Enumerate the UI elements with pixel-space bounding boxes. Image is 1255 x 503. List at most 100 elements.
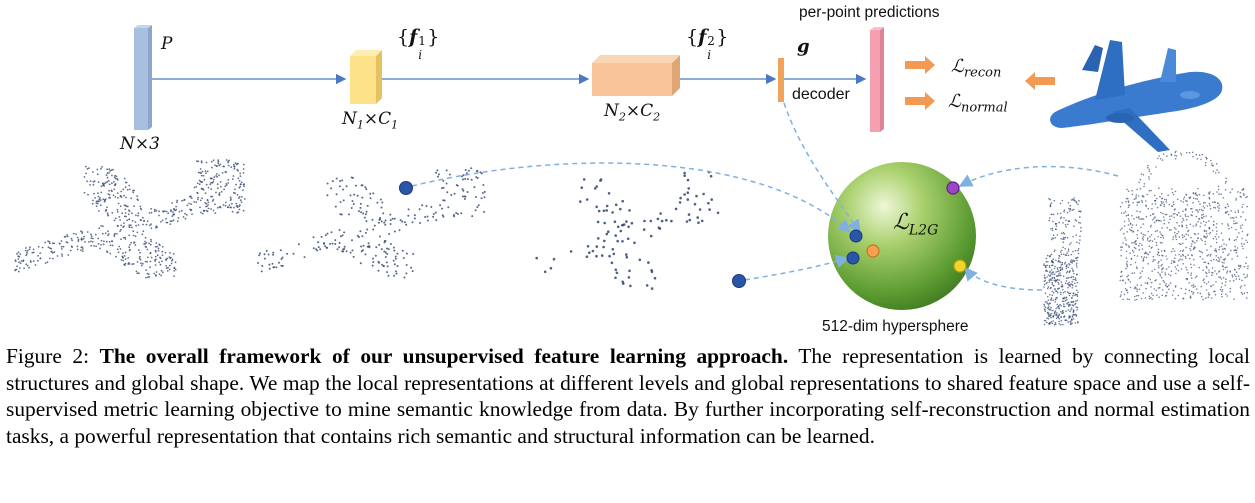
point bbox=[1062, 241, 1065, 243]
point bbox=[1188, 289, 1191, 292]
point bbox=[28, 266, 30, 269]
point bbox=[240, 183, 242, 186]
point bbox=[214, 203, 216, 206]
point bbox=[464, 169, 467, 171]
point bbox=[320, 235, 323, 238]
point bbox=[145, 223, 148, 226]
size1-C: C bbox=[378, 109, 392, 129]
point bbox=[239, 199, 242, 202]
point bbox=[1152, 259, 1155, 261]
point bbox=[243, 185, 246, 188]
point bbox=[135, 214, 137, 217]
point bbox=[643, 219, 646, 223]
point bbox=[1141, 195, 1144, 197]
point bbox=[1168, 266, 1170, 268]
point bbox=[1049, 270, 1051, 273]
point bbox=[145, 276, 147, 279]
point bbox=[25, 263, 28, 266]
point bbox=[172, 211, 174, 214]
point bbox=[1048, 279, 1051, 281]
loss-l2g-label: ℒL2G bbox=[893, 210, 938, 238]
point bbox=[1068, 207, 1070, 210]
point bbox=[1226, 270, 1229, 273]
point bbox=[1133, 287, 1136, 290]
point bbox=[1235, 197, 1237, 200]
dashed-vase-to-sphere bbox=[964, 266, 1043, 291]
point bbox=[1053, 250, 1056, 253]
point bbox=[455, 184, 458, 187]
point bbox=[1225, 180, 1227, 183]
point bbox=[1157, 248, 1160, 251]
point bbox=[1047, 317, 1050, 320]
point bbox=[108, 194, 111, 196]
point bbox=[228, 204, 231, 206]
point bbox=[146, 272, 149, 275]
point bbox=[1067, 250, 1070, 252]
point bbox=[1153, 268, 1156, 271]
point bbox=[424, 216, 427, 218]
point bbox=[1241, 279, 1243, 282]
point bbox=[1186, 269, 1188, 271]
point bbox=[234, 162, 237, 164]
point bbox=[1187, 230, 1189, 233]
point bbox=[460, 212, 463, 215]
point bbox=[380, 220, 383, 223]
point bbox=[1050, 202, 1053, 204]
point bbox=[210, 188, 213, 191]
point bbox=[176, 201, 178, 204]
point bbox=[1064, 299, 1067, 302]
point bbox=[1076, 259, 1078, 262]
point bbox=[1217, 188, 1220, 191]
point bbox=[1062, 275, 1065, 278]
point bbox=[1048, 322, 1050, 325]
point bbox=[359, 202, 362, 205]
point bbox=[1191, 151, 1194, 154]
point bbox=[100, 191, 103, 194]
point bbox=[1224, 257, 1226, 260]
point bbox=[1058, 221, 1060, 224]
point bbox=[172, 219, 175, 222]
point bbox=[1242, 188, 1244, 191]
point bbox=[1071, 267, 1073, 270]
point bbox=[1165, 199, 1168, 201]
point bbox=[134, 221, 137, 223]
point bbox=[1049, 217, 1051, 219]
point bbox=[474, 209, 477, 212]
point bbox=[418, 208, 421, 211]
point bbox=[275, 266, 278, 269]
point bbox=[1166, 258, 1168, 260]
point bbox=[1058, 273, 1060, 275]
point bbox=[286, 252, 289, 255]
point bbox=[1180, 200, 1182, 202]
point bbox=[709, 174, 713, 178]
point bbox=[1055, 228, 1057, 231]
point bbox=[23, 267, 25, 269]
point bbox=[1148, 245, 1151, 247]
point bbox=[150, 207, 153, 210]
point bbox=[92, 180, 95, 183]
point bbox=[1073, 199, 1076, 201]
point bbox=[1159, 241, 1162, 244]
point bbox=[210, 208, 213, 210]
point bbox=[1227, 223, 1229, 225]
point bbox=[1064, 319, 1067, 322]
point bbox=[19, 262, 22, 265]
point bbox=[1049, 293, 1051, 296]
point bbox=[1053, 279, 1056, 282]
point bbox=[1197, 200, 1200, 203]
point bbox=[159, 263, 162, 266]
point bbox=[1059, 303, 1061, 306]
point bbox=[1148, 168, 1150, 171]
point bbox=[1186, 200, 1188, 202]
point bbox=[1072, 318, 1075, 320]
point bbox=[1043, 264, 1045, 267]
point bbox=[150, 256, 153, 259]
point bbox=[334, 243, 337, 245]
point bbox=[113, 235, 116, 238]
point bbox=[1211, 163, 1213, 165]
point bbox=[1174, 285, 1177, 287]
point bbox=[140, 219, 143, 222]
point bbox=[656, 217, 660, 221]
point bbox=[403, 276, 406, 279]
point bbox=[1168, 284, 1170, 287]
